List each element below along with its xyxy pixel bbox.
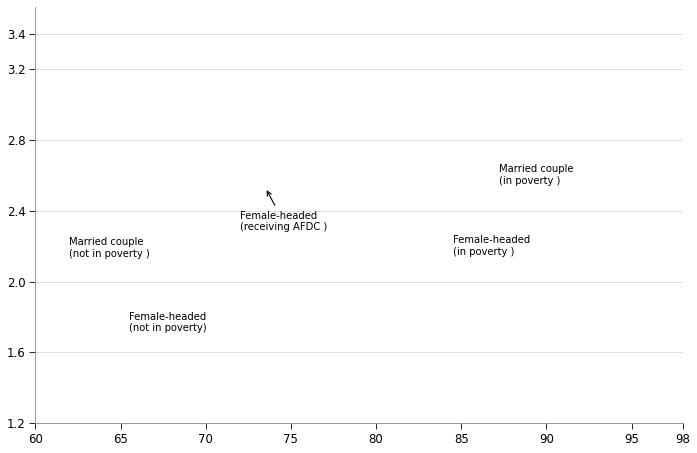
Text: Married couple
(not in poverty ): Married couple (not in poverty )	[70, 237, 151, 259]
Text: Female-headed
(not in poverty): Female-headed (not in poverty)	[129, 312, 207, 333]
Text: Female-headed
(in poverty ): Female-headed (in poverty )	[452, 236, 530, 257]
Text: Married couple
(in poverty ): Married couple (in poverty )	[498, 164, 573, 186]
Text: Female-headed
(receiving AFDC ): Female-headed (receiving AFDC )	[240, 191, 327, 232]
